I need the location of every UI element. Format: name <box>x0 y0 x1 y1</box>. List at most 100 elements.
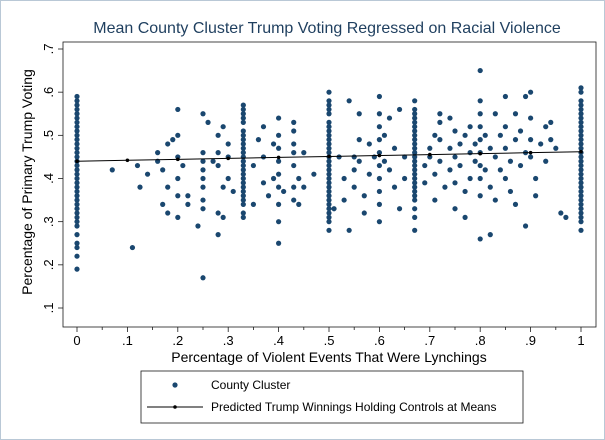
data-point <box>296 202 301 207</box>
data-point <box>473 159 478 164</box>
legend: County Cluster Predicted Trump Winnings … <box>141 371 523 423</box>
y-tick-label: .5 <box>41 130 56 141</box>
data-point <box>377 219 382 224</box>
data-point <box>382 133 387 138</box>
data-point <box>478 137 483 142</box>
data-point <box>543 124 548 129</box>
legend-label-scatter: County Cluster <box>211 378 290 392</box>
x-tick-label: .5 <box>324 333 335 348</box>
data-point <box>221 185 226 190</box>
data-point <box>483 167 488 172</box>
data-point <box>281 189 286 194</box>
data-point <box>412 197 417 202</box>
x-tick-label: .9 <box>525 333 536 348</box>
data-point <box>478 176 483 181</box>
data-point <box>326 111 331 116</box>
y-tick-label: .4 <box>41 173 56 184</box>
data-point <box>160 167 165 172</box>
data-point <box>200 150 205 155</box>
fit-line-marker <box>579 150 583 154</box>
x-tick-label: 1 <box>577 333 584 348</box>
data-point <box>452 206 457 211</box>
data-point <box>200 167 205 172</box>
data-point <box>513 137 518 142</box>
data-point <box>377 189 382 194</box>
data-point <box>130 245 135 250</box>
data-point <box>276 202 281 207</box>
data-point <box>578 90 583 95</box>
y-tick-label: .1 <box>41 303 56 314</box>
data-point <box>392 146 397 151</box>
data-point <box>352 185 357 190</box>
data-point <box>165 141 170 146</box>
data-point <box>200 275 205 280</box>
data-point <box>548 120 553 125</box>
data-point <box>170 137 175 142</box>
data-point <box>357 137 362 142</box>
fit-line-marker <box>428 153 432 157</box>
data-point <box>503 94 508 99</box>
legend-label-fit: Predicted Trump Winnings Holding Control… <box>211 400 496 414</box>
data-point <box>276 115 281 120</box>
data-point <box>508 189 513 194</box>
data-point <box>468 150 473 155</box>
data-point <box>518 163 523 168</box>
data-point <box>165 185 170 190</box>
data-point <box>452 180 457 185</box>
data-point <box>412 98 417 103</box>
data-point <box>326 228 331 233</box>
y-tick-label: .6 <box>41 87 56 98</box>
data-point <box>523 94 528 99</box>
data-point <box>493 111 498 116</box>
data-point <box>145 172 150 177</box>
data-point <box>432 133 437 138</box>
data-point <box>276 172 281 177</box>
data-point <box>74 223 79 228</box>
data-point <box>432 197 437 202</box>
data-point <box>538 141 543 146</box>
data-point <box>478 98 483 103</box>
data-point <box>261 180 266 185</box>
data-point <box>200 159 205 164</box>
data-point <box>271 176 276 181</box>
data-point <box>377 202 382 207</box>
legend-marker-fit <box>173 405 177 409</box>
fit-line-marker <box>378 154 382 158</box>
data-point <box>447 115 452 120</box>
chart-title: Mean County Cluster Trump Voting Regress… <box>93 20 561 37</box>
data-point <box>578 219 583 224</box>
data-point <box>387 167 392 172</box>
x-tick-label: .1 <box>122 333 133 348</box>
data-point <box>437 137 442 142</box>
fit-line-marker <box>126 158 130 162</box>
data-point <box>216 232 221 237</box>
data-point <box>402 176 407 181</box>
fit-line-marker <box>277 156 281 160</box>
data-point <box>473 141 478 146</box>
data-point <box>200 185 205 190</box>
data-point <box>412 215 417 220</box>
fit-line-marker <box>478 152 482 156</box>
data-point <box>508 159 513 164</box>
data-point <box>276 185 281 190</box>
data-point <box>74 245 79 250</box>
x-tick-label: .4 <box>273 333 284 348</box>
x-tick-label: 0 <box>73 333 80 348</box>
x-tick-label: .8 <box>475 333 486 348</box>
data-point <box>382 159 387 164</box>
data-point <box>422 180 427 185</box>
data-point <box>311 172 316 177</box>
data-point <box>251 202 256 207</box>
data-point <box>412 206 417 211</box>
data-point <box>488 232 493 237</box>
data-point <box>271 141 276 146</box>
data-point <box>553 146 558 151</box>
data-point <box>74 232 79 237</box>
data-point <box>488 185 493 190</box>
data-point <box>437 159 442 164</box>
data-point <box>387 115 392 120</box>
data-point <box>377 111 382 116</box>
y-axis: .1 .2 .3 .4 .5 .6 .7 <box>41 44 63 314</box>
data-point <box>301 185 306 190</box>
